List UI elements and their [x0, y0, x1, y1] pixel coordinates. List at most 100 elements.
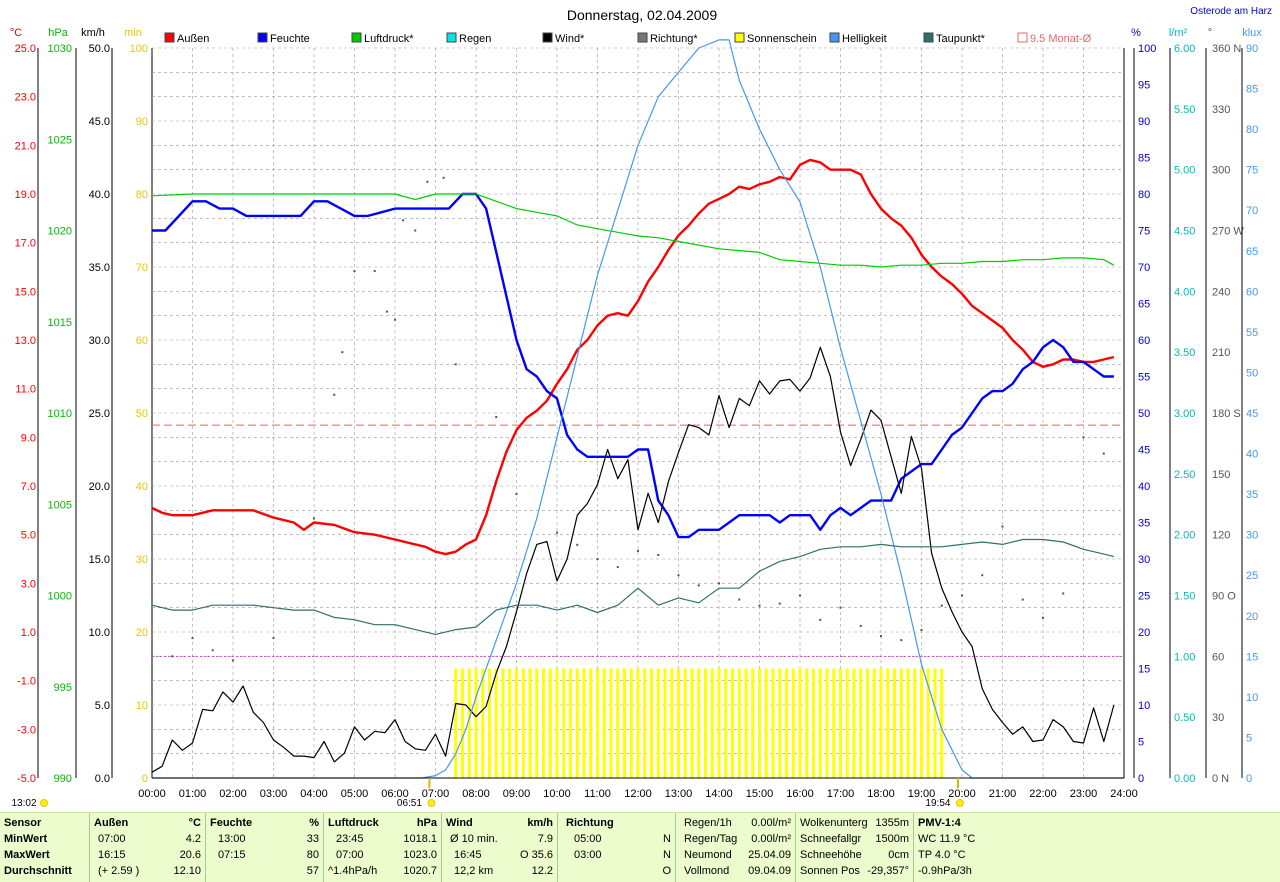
wind-tick-label: 5.0 — [95, 700, 110, 712]
pressure-unit-label: hPa — [48, 27, 68, 39]
light-tick-label: 15 — [1246, 651, 1258, 663]
sunshine-bar — [488, 668, 491, 778]
pressure-tick-label: 1030 — [48, 43, 72, 55]
sun-marker-icon — [40, 799, 48, 807]
rain-tick-label: 3.50 — [1174, 347, 1195, 359]
direction-point — [778, 602, 781, 605]
sunshine-bar — [467, 668, 471, 778]
sunshine-bar — [731, 668, 734, 778]
temp-tick-label: -5.0 — [17, 773, 36, 785]
direction-point — [211, 649, 214, 652]
windchill-value: WC 11.9 °C — [918, 833, 976, 845]
sunshine-bar — [656, 668, 660, 778]
sunshine-bar — [906, 668, 910, 778]
temp-tick-label: 7.0 — [21, 481, 36, 493]
snowfall-limit-label: Schneefallgr — [800, 833, 862, 845]
series-line-auen — [151, 158, 1115, 556]
sunshine-bar — [879, 668, 883, 778]
direction-tick-label: 120 — [1212, 530, 1230, 542]
sunshine-bar — [562, 668, 566, 778]
rain-tick-label: 5.00 — [1174, 165, 1195, 177]
sunshine-bar — [771, 668, 775, 778]
time-tick-label: 03:00 — [260, 788, 288, 800]
direction-point — [616, 566, 619, 569]
pressure-tick-label: 1005 — [48, 499, 72, 511]
time-tick-label: 17:00 — [827, 788, 855, 800]
pressure-unit: hPa — [416, 817, 437, 829]
direction-tick-label: 180 S — [1212, 408, 1241, 420]
pressure-tick-label: 1015 — [48, 317, 72, 329]
legend-swatch — [257, 32, 268, 43]
sunshine-bar — [548, 668, 552, 778]
legend-swatch — [351, 32, 362, 43]
legend-label: Helligkeit — [842, 33, 887, 45]
snow-depth-label: Schneehöhe — [800, 849, 862, 861]
direction-point — [1102, 452, 1105, 455]
axis-labels: 25.0 23.0 21.0 19.0 17.0 15.0 13.0 11.0 9.0 7.0 5.… — [10, 27, 1262, 800]
rain-tick-label: 2.50 — [1174, 469, 1195, 481]
sunshine-bar — [920, 668, 923, 778]
direction-point — [515, 493, 518, 496]
sunshine-bar — [521, 668, 525, 778]
time-tick-label: 23:00 — [1070, 788, 1098, 800]
sunshine-bar — [454, 668, 458, 778]
sunshine-bar — [555, 668, 559, 778]
sun-tick-label: 30 — [136, 554, 148, 566]
new-moon-label: Neumond — [684, 849, 732, 861]
sun-tick-label: 70 — [136, 262, 148, 274]
direction-tick-label: 60 — [1212, 651, 1224, 663]
sun-position-label: Sonnen Pos — [800, 865, 860, 877]
direction-point — [385, 310, 388, 313]
direction-point — [1082, 436, 1085, 439]
rain-tick-label: 1.50 — [1174, 591, 1195, 603]
direction-min-time: 05:00 — [574, 833, 602, 845]
time-marker-label: 13:02 — [11, 798, 36, 809]
pressure-trend: ^1.4hPa/h — [328, 865, 378, 877]
temp-tick-label: 13.0 — [15, 335, 36, 347]
legend-swatch — [829, 32, 840, 43]
sun-marker-icon — [956, 799, 964, 807]
direction-point — [940, 604, 943, 607]
sunshine-bar — [623, 668, 626, 778]
sunshine-bar — [926, 668, 930, 778]
light-tick-label: 85 — [1246, 84, 1258, 96]
temp-tick-label: -1.0 — [17, 676, 36, 688]
time-marker-label: 06:51 — [397, 798, 422, 809]
rain-tick-label: 4.50 — [1174, 226, 1195, 238]
location-label: Osterode am Harz — [1190, 6, 1272, 17]
direction-header: Richtung — [566, 817, 614, 829]
humidity-unit: % — [309, 817, 319, 829]
humidity-tick-label: 10 — [1138, 700, 1150, 712]
sunshine-bar — [872, 668, 876, 778]
direction-point — [191, 637, 194, 640]
pressure-trend-value: -0.9hPa/3h — [918, 865, 972, 877]
wind-tick-label: 15.0 — [89, 554, 110, 566]
temp-header: Außen — [94, 817, 129, 829]
temp-max-time: 16:15 — [98, 849, 126, 861]
pressure-min-value: 1018.1 — [403, 833, 437, 845]
sunshine-bar — [710, 668, 714, 778]
direction-point — [819, 618, 822, 621]
direction-point — [596, 558, 599, 560]
direction-unit-label: ° — [1208, 27, 1212, 39]
direction-point — [442, 176, 445, 179]
humidity-tick-label: 40 — [1138, 481, 1150, 493]
light-tick-label: 80 — [1246, 124, 1258, 136]
direction-point — [677, 574, 680, 577]
humidity-tick-label: 60 — [1138, 335, 1150, 347]
wind-tick-label: 30.0 — [89, 335, 110, 347]
sunshine-bar — [899, 668, 903, 778]
wind-mean-value: 12.2 — [531, 865, 553, 877]
time-tick-label: 14:00 — [705, 788, 733, 800]
rain-tick-label: 0.00 — [1174, 773, 1195, 785]
wind-avg-value: 7.9 — [537, 833, 553, 845]
footer-col-humidity: Feuchte% 13:00 33 07:15 80 57 — [206, 813, 324, 882]
direction-point — [556, 531, 558, 534]
sunshine-bar — [501, 668, 505, 778]
footer-col-pressure: Luftdruck hPa 23:45 1018.1 07:00 1023.0 ^1.… — [324, 813, 442, 882]
sunshine-bar — [764, 668, 768, 778]
sunshine-bar — [717, 668, 721, 778]
series-line-feuchte — [152, 192, 1114, 539]
light-tick-label: 55 — [1246, 327, 1258, 339]
sunshine-bar — [933, 668, 937, 778]
